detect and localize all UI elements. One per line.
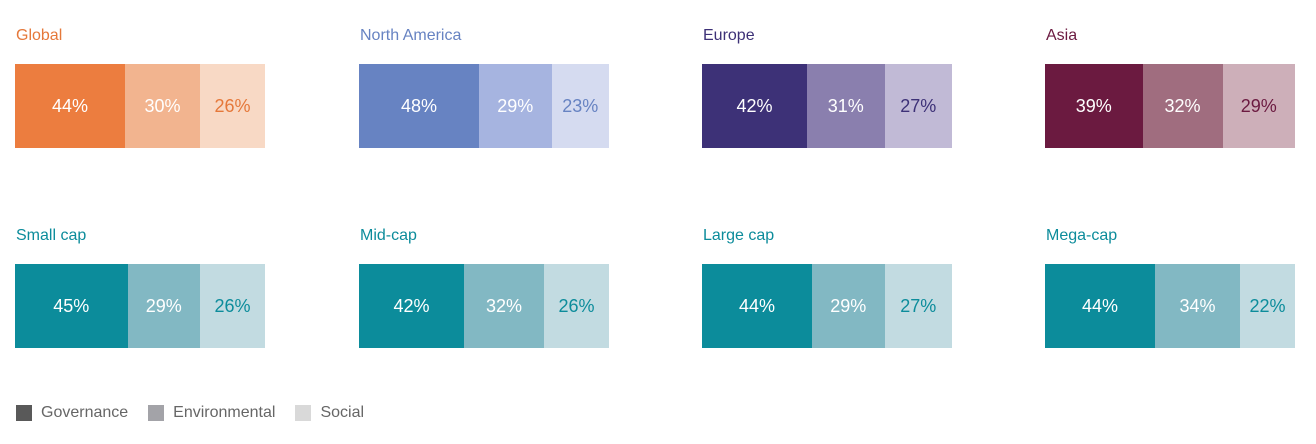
bar-segment-environmental: 32% <box>1142 64 1223 148</box>
data-label: 32% <box>485 295 523 316</box>
data-label: 27% <box>900 95 937 116</box>
data-label: 29% <box>1240 95 1277 116</box>
data-label: 26% <box>214 95 251 116</box>
data-label: 23% <box>562 95 599 116</box>
bar-segment-environmental: 34% <box>1155 264 1240 348</box>
data-label: 29% <box>497 95 534 116</box>
bar-segment-social: 26% <box>544 264 609 348</box>
data-label: 30% <box>144 95 181 116</box>
legend-swatch-social <box>295 405 312 421</box>
bar-segment-social: 22% <box>1240 264 1295 348</box>
bar-segment-governance: 42% <box>702 64 807 148</box>
bar-segment-environmental: 32% <box>464 264 544 348</box>
data-label: 29% <box>830 295 867 316</box>
stacked-bar: 42% 32% 26% <box>359 264 609 348</box>
chart-title: Large cap <box>703 227 775 244</box>
stacked-bar: 39% 32% 29% <box>1045 64 1295 148</box>
data-label: 48% <box>400 95 438 116</box>
bar-segment-social: 27% <box>884 264 952 348</box>
legend-swatch-environmental <box>148 405 165 421</box>
bar-segment-environmental: 31% <box>807 64 885 148</box>
data-label: 45% <box>53 295 90 316</box>
chart-title: Asia <box>1046 27 1078 44</box>
data-label: 31% <box>827 95 864 116</box>
data-label: 26% <box>214 295 251 316</box>
data-label: 44% <box>51 95 89 116</box>
bar-segment-governance: 42% <box>359 264 464 348</box>
bar-segment-governance: 44% <box>1045 264 1155 348</box>
data-label: 39% <box>1075 95 1112 116</box>
data-label: 44% <box>738 295 776 316</box>
data-label: 32% <box>1164 95 1201 116</box>
chart-title: Europe <box>703 27 755 44</box>
stacked-bar: 44% 29% 27% <box>702 264 952 348</box>
bar-segment-social: 23% <box>551 64 609 148</box>
chart-title: Small cap <box>16 227 87 244</box>
chart-title: Mid-cap <box>360 227 417 244</box>
bar-segment-social: 26% <box>200 64 265 148</box>
bar-segment-governance: 44% <box>15 64 125 148</box>
data-label: 29% <box>145 295 182 316</box>
stacked-bar: 45% 29% 26% <box>15 264 265 348</box>
bar-segment-environmental: 29% <box>479 64 552 148</box>
legend-label: Social <box>320 404 365 421</box>
data-label: 22% <box>1249 295 1286 316</box>
stacked-bar: 44% 30% 26% <box>15 64 265 148</box>
bar-segment-social: 29% <box>1222 64 1295 148</box>
legend-swatch-governance <box>16 405 32 421</box>
chart-title: Global <box>16 27 63 44</box>
legend: Governance Environmental Social <box>16 404 384 422</box>
legend-item: Environmental <box>148 404 275 422</box>
bar-segment-governance: 44% <box>702 264 812 348</box>
legend-label: Governance <box>41 404 129 421</box>
bar-segment-governance: 45% <box>15 264 128 348</box>
bar-segment-governance: 39% <box>1045 64 1143 148</box>
legend-label: Environmental <box>173 404 276 421</box>
bar-segment-governance: 48% <box>359 64 479 148</box>
data-label: 44% <box>1081 295 1119 316</box>
bar-segment-social: 27% <box>884 64 952 148</box>
data-label: 42% <box>736 95 773 116</box>
data-label: 34% <box>1179 295 1216 316</box>
bar-segment-environmental: 30% <box>125 64 200 148</box>
bar-segment-social: 26% <box>200 264 265 348</box>
stacked-bar: 48% 29% 23% <box>359 64 609 148</box>
chart-title: North America <box>360 27 462 44</box>
data-label: 26% <box>558 295 595 316</box>
data-label: 27% <box>900 295 937 316</box>
stacked-bar: 44% 34% 22% <box>1045 264 1295 348</box>
bar-segment-environmental: 29% <box>127 264 200 348</box>
stacked-bar: 42% 31% 27% <box>702 64 952 148</box>
data-label: 42% <box>393 295 430 316</box>
legend-item: Governance <box>16 404 128 422</box>
chart-title: Mega-cap <box>1046 227 1118 244</box>
legend-item: Social <box>295 404 364 422</box>
bar-segment-environmental: 29% <box>812 264 885 348</box>
